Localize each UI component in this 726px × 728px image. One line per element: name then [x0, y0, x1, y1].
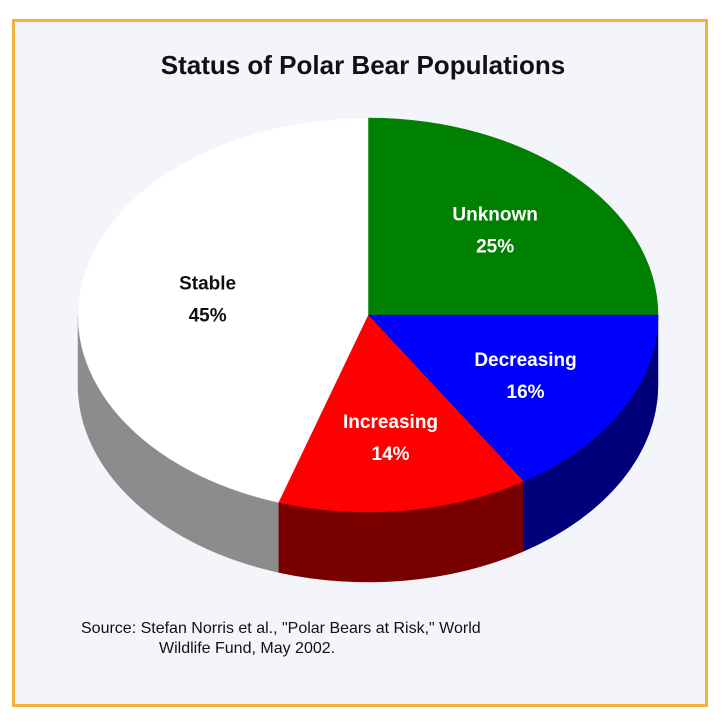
slice-label-increasing: Increasing: [343, 412, 438, 433]
slice-value-stable: 45%: [189, 306, 227, 327]
pie-labels: Unknown 25% Decreasing 16% Increasing 14% Stab…: [179, 205, 577, 466]
slice-label-stable: Stable: [179, 274, 236, 295]
pie-slices: [77, 117, 659, 513]
source-line-2: Wildlife Fund, May 2002.: [159, 640, 336, 657]
chart-title: Status of Polar Bear Populations: [160, 50, 566, 80]
slice-label-decreasing: Decreasing: [474, 350, 576, 371]
pie-slice-increasing: [278, 314, 524, 513]
slice-value-increasing: 14%: [372, 444, 410, 465]
source-note: Source: Stefan Norris et al., "Polar Bea…: [81, 619, 481, 659]
pie-slice-unknown: [367, 117, 659, 316]
slice-value-unknown: 25%: [476, 237, 514, 258]
pie-slice-decreasing: [367, 314, 659, 482]
slice-value-decreasing: 16%: [507, 382, 545, 403]
source-line-1: Source: Stefan Norris et al., "Polar Bea…: [81, 620, 481, 637]
slice-label-unknown: Unknown: [452, 205, 538, 226]
pie-slice-stable: [77, 117, 369, 503]
